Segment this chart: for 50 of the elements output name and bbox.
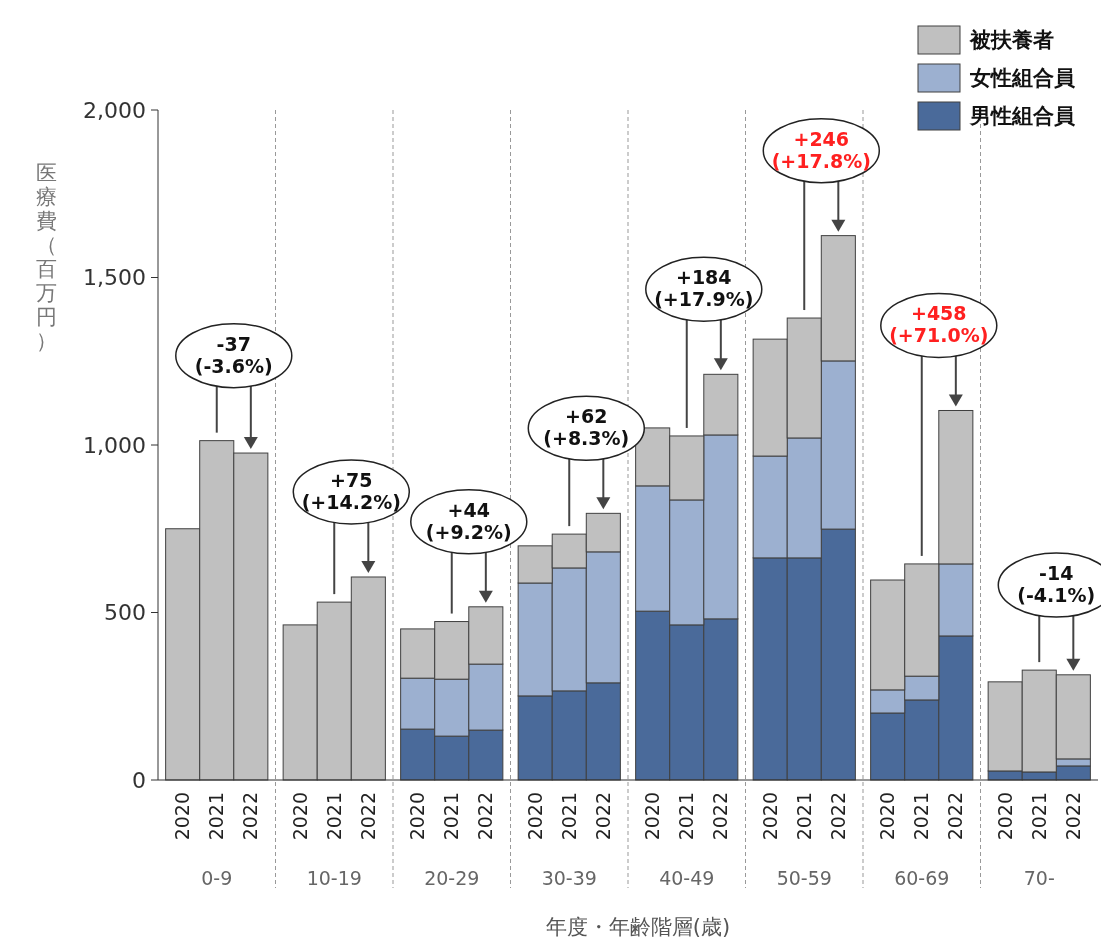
x-tick-label: 2021 xyxy=(1027,792,1050,841)
x-tick-label: 2022 xyxy=(474,792,497,841)
x-tick-label: 2021 xyxy=(910,792,933,841)
x-tick-label: 2020 xyxy=(758,792,781,841)
annotation: +62 (+8.3%) xyxy=(543,405,630,450)
text: 70- xyxy=(1023,866,1055,889)
annotation: +75 (+14.2%) xyxy=(301,468,401,513)
annotation: +246 (+17.8%) xyxy=(771,127,871,172)
x-tick-label: 2020 xyxy=(288,792,311,841)
x-tick-label: 2022 xyxy=(826,792,849,841)
y-tick-label: 1,000 xyxy=(83,432,146,458)
x-tick-label: 2022 xyxy=(356,792,379,841)
text: 60-69 xyxy=(894,866,950,889)
annotation: -14 (-4.1%) xyxy=(1017,562,1096,607)
x-tick-label: 2022 xyxy=(709,792,732,841)
y-tick-label: 2,000 xyxy=(83,97,146,123)
y-tick-label: 1,500 xyxy=(83,265,146,291)
x-tick-label: 2020 xyxy=(171,792,194,841)
x-tick-label: 2020 xyxy=(641,792,664,841)
y-axis-title: 医療費（百万円） xyxy=(35,161,57,353)
annotation: +184 (+17.9%) xyxy=(654,266,754,311)
legend-label: 女性組合員 xyxy=(969,66,1075,91)
annotation: +458 (+71.0%) xyxy=(889,302,989,347)
annotation: -37 (-3.6%) xyxy=(194,332,273,377)
x-tick-label: 2020 xyxy=(993,792,1016,841)
text: 40-49 xyxy=(659,866,715,889)
x-tick-label: 2021 xyxy=(440,792,463,841)
x-tick-label: 2020 xyxy=(523,792,546,841)
x-tick-label: 2020 xyxy=(876,792,899,841)
text: 0-9 xyxy=(201,866,233,889)
x-tick-label: 2022 xyxy=(944,792,967,841)
x-tick-label: 2020 xyxy=(406,792,429,841)
text: 10-19 xyxy=(306,866,362,889)
x-tick-label: 2022 xyxy=(591,792,614,841)
x-tick-label: 2022 xyxy=(239,792,262,841)
text: 20-29 xyxy=(424,866,480,889)
x-axis-title: 年度・年齢階層(歳) xyxy=(545,915,731,939)
x-tick-label: 2021 xyxy=(792,792,815,841)
legend-label: 被扶養者 xyxy=(969,28,1054,53)
annotation: +44 (+9.2%) xyxy=(425,498,512,543)
text: 30-39 xyxy=(541,866,597,889)
x-tick-label: 2021 xyxy=(557,792,580,841)
x-tick-label: 2021 xyxy=(322,792,345,841)
y-tick-label: 0 xyxy=(132,767,146,793)
text: 50-59 xyxy=(776,866,832,889)
x-tick-label: 2022 xyxy=(1061,792,1084,841)
legend-label: 男性組合員 xyxy=(969,104,1075,129)
x-tick-label: 2021 xyxy=(205,792,228,841)
y-tick-label: 500 xyxy=(104,600,146,626)
x-tick-label: 2021 xyxy=(675,792,698,841)
